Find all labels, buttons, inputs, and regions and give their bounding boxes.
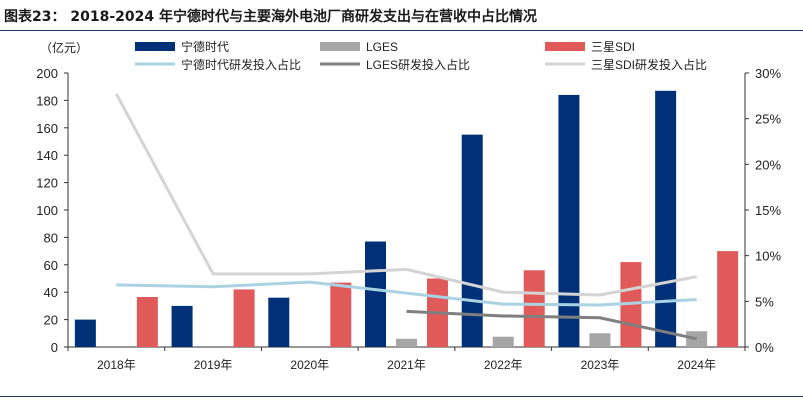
- bar-0-4: [461, 134, 483, 347]
- divider: [0, 30, 803, 31]
- y-tick-label: 100: [36, 203, 58, 218]
- legend-label-0: 宁德时代: [181, 39, 229, 54]
- y2-tick-label: 10%: [755, 249, 781, 264]
- x-tick-label: 2022年: [484, 358, 523, 372]
- x-tick-label: 2021年: [387, 358, 426, 372]
- line-series-0: [116, 280, 697, 307]
- y-tick-label: 140: [36, 148, 58, 163]
- y2-tick-label: 15%: [755, 203, 781, 218]
- x-tick-label: 2020年: [290, 358, 329, 372]
- y2-tick-label: 20%: [755, 157, 781, 172]
- bar-1-5: [589, 333, 611, 347]
- bar-1-3: [396, 338, 417, 347]
- bar-0-2: [268, 297, 290, 347]
- x-tick-label: 2018年: [97, 358, 136, 372]
- y2-tick-label: 0%: [755, 340, 774, 355]
- bar-2-1: [233, 289, 255, 347]
- y-tick-label: 20: [44, 313, 58, 328]
- bar-0-1: [171, 305, 193, 347]
- y2-tick-label: 30%: [755, 66, 781, 81]
- legend-swatch-1: [320, 42, 360, 51]
- y-tick-label: 80: [44, 230, 58, 245]
- legend-label-1: LGES: [366, 40, 398, 54]
- bar-2-0: [136, 296, 158, 347]
- bar-0-0: [74, 319, 96, 347]
- x-tick-label: 2023年: [581, 358, 620, 372]
- y-tick-label: 40: [44, 285, 58, 300]
- legend-swatch-2: [545, 42, 585, 51]
- y-axis-label: （亿元）: [40, 40, 88, 55]
- bar-2-6: [717, 251, 739, 347]
- y-tick-label: 200: [36, 66, 58, 81]
- bar-2-4: [523, 270, 545, 347]
- legend-label-5: 三星SDI研发投入占比: [591, 57, 707, 72]
- x-tick-label: 2024年: [677, 358, 716, 372]
- y-tick-label: 120: [36, 176, 58, 191]
- bar-1-4: [492, 336, 514, 347]
- legend-label-2: 三星SDI: [591, 40, 635, 54]
- y-tick-label: 60: [44, 258, 58, 273]
- x-tick-label: 2019年: [194, 358, 233, 372]
- bar-0-3: [365, 241, 386, 347]
- bar-1-6: [686, 331, 708, 347]
- legend-label-4: LGES研发投入占比: [366, 57, 470, 72]
- y2-tick-label: 5%: [755, 294, 774, 309]
- divider: [0, 396, 803, 397]
- y-tick-label: 0: [51, 340, 58, 355]
- legend-label-3: 宁德时代研发投入占比: [181, 57, 301, 72]
- bar-2-2: [330, 282, 352, 347]
- chart-title: 图表23： 2018-2024 年宁德时代与主要海外电池厂商研发支出与在营收中占…: [4, 9, 537, 25]
- bar-0-5: [558, 94, 580, 347]
- y-tick-label: 180: [36, 93, 58, 108]
- y2-tick-label: 25%: [755, 112, 781, 127]
- y-tick-label: 160: [36, 121, 58, 136]
- line-series-2: [115, 93, 697, 297]
- legend-swatch-0: [135, 42, 175, 51]
- line-series-1: [406, 309, 697, 341]
- bar-0-6: [655, 90, 677, 347]
